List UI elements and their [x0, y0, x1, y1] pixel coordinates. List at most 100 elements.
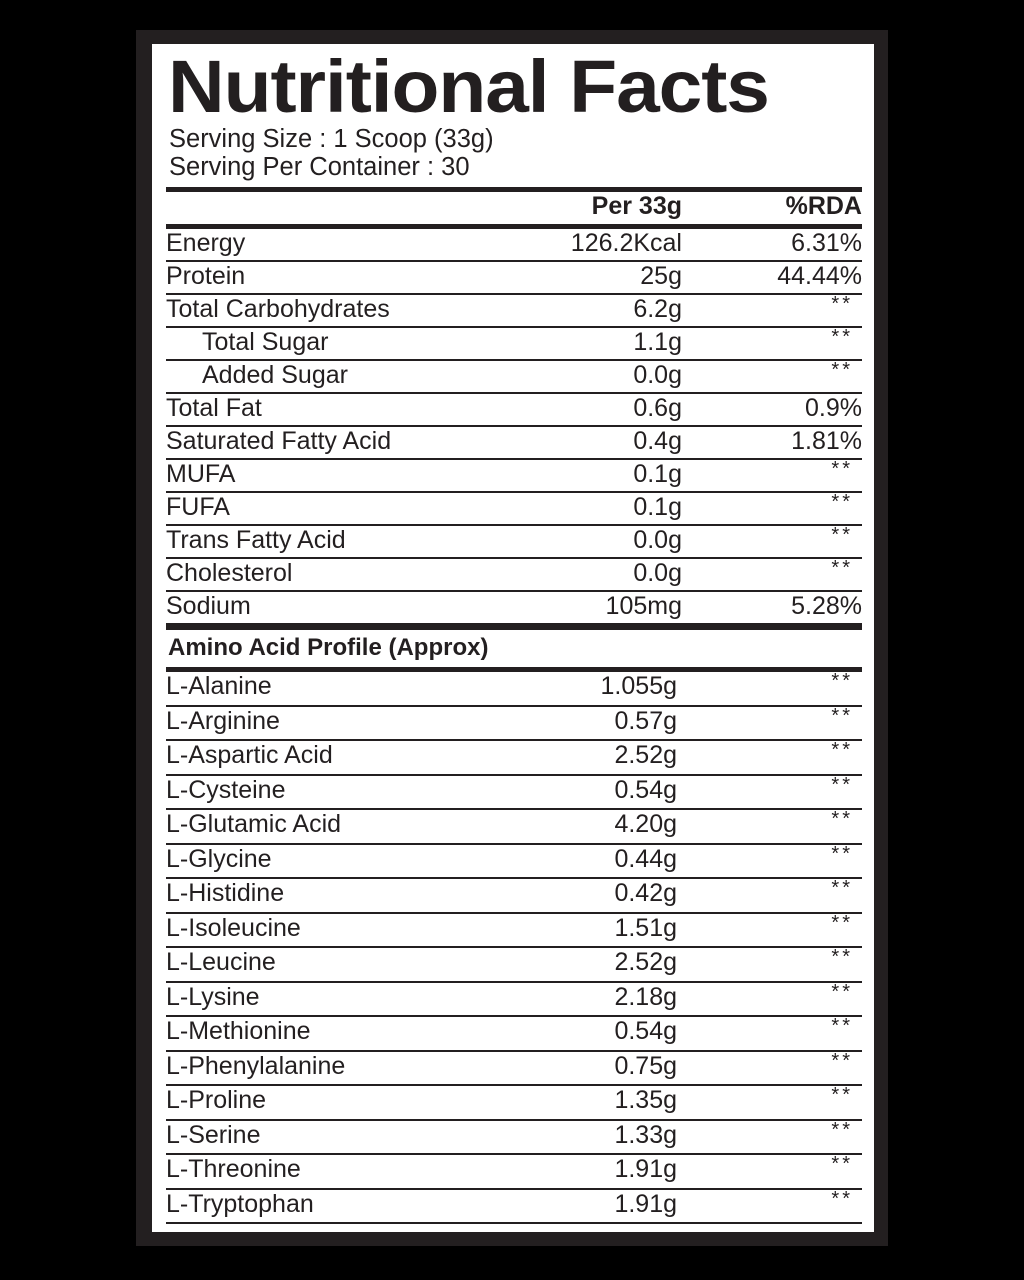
servings-per-container: Serving Per Container : 30 — [169, 152, 470, 181]
amino-acid-rda: ** — [682, 739, 862, 770]
table-row: FUFA 0.1g ** — [166, 491, 862, 524]
nutrient-value: 25g — [640, 262, 682, 291]
amino-acid-rda: ** — [682, 1118, 862, 1150]
table-row: Added Sugar 0.0g ** — [166, 359, 862, 392]
amino-acid-name: L-Arginine — [166, 706, 280, 735]
table-row: MUFA 0.1g ** — [166, 458, 862, 491]
table-row: Trans Fatty Acid 0.0g ** — [166, 524, 862, 557]
page-title: Nutritional Facts — [168, 45, 770, 128]
amino-acid-rda: ** — [682, 980, 862, 1012]
row-divider — [166, 1084, 862, 1087]
amino-section-title: Amino Acid Profile (Approx) — [168, 634, 489, 662]
table-row: Protein 25g 44.44% — [166, 262, 862, 293]
amino-acid-name: L-Threonine — [166, 1155, 301, 1184]
divider-footnote — [166, 1222, 862, 1225]
row-divider — [166, 1153, 862, 1156]
nutrient-name: Energy — [166, 229, 246, 258]
table-row: L-Aspartic Acid 2.52g ** — [166, 739, 862, 774]
row-divider — [166, 773, 862, 776]
row-divider — [166, 704, 862, 707]
rda-not-established-marker: ** — [831, 1187, 853, 1210]
rda-not-established-marker: ** — [831, 980, 853, 1003]
row-divider — [166, 1015, 862, 1018]
row-divider — [166, 425, 862, 428]
amino-acid-rda: ** — [682, 773, 862, 805]
row-divider — [166, 911, 862, 914]
table-row: L-Isoleucine 1.51g ** — [166, 911, 862, 947]
amino-acid-value: 1.91g — [614, 1155, 677, 1184]
rda-not-established-marker: ** — [831, 1049, 853, 1072]
column-header-per-serving: Per 33g — [591, 192, 682, 221]
amino-acid-value: 2.52g — [614, 741, 677, 770]
rda-not-established-marker: ** — [831, 1153, 853, 1176]
row-divider — [166, 293, 862, 296]
amino-acid-name: L-Alanine — [166, 672, 272, 701]
row-divider — [166, 491, 862, 494]
table-row: Sodium 105mg 5.28% — [166, 592, 862, 623]
rda-not-established-marker: ** — [831, 911, 853, 934]
rda-not-established-marker: ** — [831, 808, 853, 831]
nutrient-name: Total Fat — [166, 394, 262, 423]
row-divider — [166, 1118, 862, 1121]
table-row: Energy 126.2Kcal 6.31% — [166, 229, 862, 260]
row-divider — [166, 557, 862, 560]
nutrient-name: Total Carbohydrates — [166, 295, 390, 324]
row-divider — [166, 946, 862, 949]
amino-acid-rda: ** — [682, 877, 862, 908]
nutrient-value: 0.6g — [633, 394, 682, 423]
amino-acid-value: 2.52g — [614, 948, 677, 977]
divider-thick-header — [166, 224, 862, 230]
nutrient-value: 0.1g — [633, 493, 682, 522]
rda-not-established-marker: ** — [831, 773, 853, 796]
amino-acid-name: L-Histidine — [166, 879, 285, 908]
footnote: *%RDA Values Established as per ICMR 202… — [166, 1228, 874, 1232]
table-row: Total Fat 0.6g 0.9% — [166, 394, 862, 425]
nutrient-rda: ** — [682, 326, 862, 357]
table-row: L-Leucine 2.52g ** — [166, 946, 862, 981]
nutrient-value: 126.2Kcal — [570, 229, 682, 258]
row-divider — [166, 590, 862, 593]
table-row: Total Carbohydrates 6.2g ** — [166, 293, 862, 326]
row-divider — [166, 1187, 862, 1190]
amino-acid-value: 1.51g — [614, 913, 677, 942]
nutrient-rda: 44.44% — [777, 262, 862, 291]
rda-not-established-marker: ** — [831, 293, 853, 316]
row-divider — [166, 1049, 862, 1052]
label-frame: Nutritional Facts Serving Size : 1 Scoop… — [136, 30, 888, 1246]
rda-not-established-marker: ** — [831, 326, 853, 349]
amino-acid-name: L-Methionine — [166, 1017, 311, 1046]
nutrient-value: 0.0g — [633, 559, 682, 588]
amino-acid-name: L-Tryptophan — [166, 1189, 314, 1218]
amino-acid-name: L-Cysteine — [166, 775, 286, 804]
rda-not-established-marker: ** — [831, 524, 853, 547]
amino-acid-rda: ** — [682, 842, 862, 874]
amino-acid-table: L-Alanine 1.055g ** L-Arginine 0.57g ** L-Aspa… — [166, 670, 862, 1222]
amino-acid-name: L-Serine — [166, 1120, 261, 1149]
nutrient-rda: ** — [682, 491, 862, 522]
rda-not-established-marker: ** — [831, 359, 853, 382]
divider-thick-top — [166, 187, 862, 193]
amino-acid-rda: ** — [682, 911, 862, 943]
rda-not-established-marker: ** — [831, 1118, 853, 1141]
amino-acid-rda: ** — [682, 670, 862, 701]
row-divider — [166, 980, 862, 983]
row-divider — [166, 808, 862, 811]
rda-not-established-marker: ** — [831, 557, 853, 580]
row-divider — [166, 842, 862, 845]
table-row: L-Arginine 0.57g ** — [166, 705, 862, 740]
rda-not-established-marker: ** — [831, 946, 853, 969]
row-divider — [166, 877, 862, 880]
amino-acid-value: 0.75g — [614, 1051, 677, 1080]
rda-not-established-marker: ** — [831, 842, 853, 865]
macronutrient-table: Energy 126.2Kcal 6.31% Protein 25g 44.44% Tota… — [166, 229, 862, 626]
rda-not-established-marker: ** — [831, 877, 853, 900]
table-header-row: Per 33g %RDA — [166, 192, 862, 224]
table-row: L-Methionine 0.54g ** — [166, 1015, 862, 1050]
divider-thick-amino-top — [166, 625, 862, 631]
nutrient-rda: ** — [682, 557, 862, 588]
nutrient-name: Saturated Fatty Acid — [166, 427, 392, 456]
amino-acid-name: L-Lysine — [166, 982, 260, 1011]
amino-acid-rda: ** — [682, 1187, 862, 1219]
nutrient-name: Cholesterol — [166, 559, 293, 588]
row-divider — [166, 326, 862, 329]
